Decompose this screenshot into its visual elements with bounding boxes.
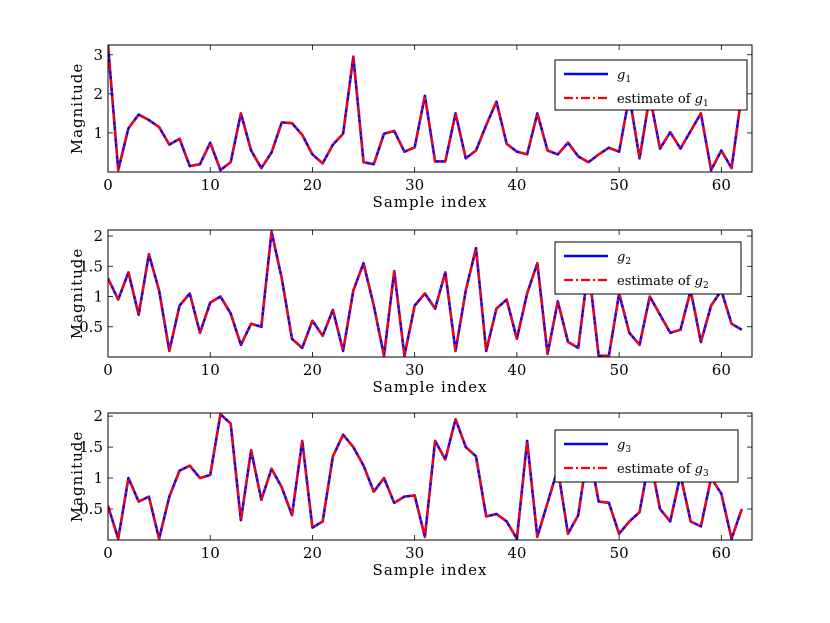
x-tick-label: 10 bbox=[201, 361, 220, 379]
legend-box bbox=[554, 59, 748, 111]
chart-panel-2: 0 10 20 30 40 50 60 0.5 1 1.5 2 Sample index Magnitu… bbox=[68, 227, 753, 396]
legend-box bbox=[554, 429, 739, 483]
x-tick-label: 20 bbox=[303, 361, 322, 379]
y-axis-label: Magnitude bbox=[68, 248, 86, 340]
x-tick-label: 0 bbox=[103, 361, 113, 379]
y-tick-label: 0.5 bbox=[79, 500, 103, 518]
x-tick-label: 50 bbox=[610, 361, 629, 379]
chart-panel-1: 0 10 20 30 40 50 60 1 2 3 Sample index Magnitude g1 e… bbox=[68, 44, 753, 211]
y-tick-label: 1.5 bbox=[79, 257, 103, 275]
y-tick-label: 1 bbox=[93, 469, 103, 487]
x-axis-label: Sample index bbox=[373, 193, 488, 211]
legend-box bbox=[554, 241, 742, 295]
legend-entry: g3 bbox=[617, 438, 631, 455]
x-tick-label: 20 bbox=[303, 176, 322, 194]
x-tick-label: 50 bbox=[610, 176, 629, 194]
x-tick-label: 50 bbox=[610, 544, 629, 562]
x-tick-label: 30 bbox=[405, 544, 424, 562]
y-tick-label: 2 bbox=[93, 85, 103, 103]
chart-panel-3: 0 10 20 30 40 50 60 0.5 1 1.5 2 Sample index Magnitu… bbox=[68, 407, 753, 579]
x-axis-label: Sample index bbox=[373, 378, 488, 396]
legend: g2 estimate of g2 bbox=[554, 241, 742, 295]
plot-frame bbox=[107, 412, 753, 541]
series-line-1-estimate bbox=[108, 45, 743, 172]
x-tick-label: 10 bbox=[201, 176, 220, 194]
y-axis-label: Magnitude bbox=[68, 63, 86, 155]
y-tick-label: 0.5 bbox=[79, 318, 103, 336]
y-tick-label: 1.5 bbox=[79, 438, 103, 456]
y-tick-label: 1 bbox=[93, 124, 103, 142]
legend-entry: g2 bbox=[617, 250, 631, 267]
legend: g1 estimate of g1 bbox=[554, 59, 748, 111]
x-tick-label: 40 bbox=[507, 361, 526, 379]
x-tick-label: 30 bbox=[405, 361, 424, 379]
plot-frame bbox=[107, 44, 753, 173]
x-tick-label: 40 bbox=[507, 544, 526, 562]
series-line-2-estimate bbox=[108, 230, 743, 357]
x-tick-label: 10 bbox=[201, 544, 220, 562]
x-tick-label: 60 bbox=[712, 176, 731, 194]
y-tick-label: 2 bbox=[93, 227, 103, 245]
y-axis-label: Magnitude bbox=[68, 431, 86, 523]
legend-entry: estimate of g1 bbox=[617, 92, 709, 109]
y-tick-label: 2 bbox=[93, 407, 103, 425]
legend-entry: estimate of g2 bbox=[617, 274, 709, 291]
x-tick-label: 30 bbox=[405, 176, 424, 194]
x-tick-label: 60 bbox=[712, 544, 731, 562]
series-line-3-estimate bbox=[108, 413, 743, 540]
plot-frame bbox=[107, 229, 753, 358]
legend-entry: g1 bbox=[617, 68, 631, 85]
y-tick-label: 3 bbox=[93, 46, 103, 64]
x-tick-label: 60 bbox=[712, 361, 731, 379]
x-axis-label: Sample index bbox=[373, 561, 488, 579]
legend-entry: estimate of g3 bbox=[617, 462, 709, 479]
y-tick-label: 1 bbox=[93, 288, 103, 306]
x-tick-label: 0 bbox=[103, 544, 113, 562]
x-tick-label: 0 bbox=[103, 176, 113, 194]
legend: g3 estimate of g3 bbox=[554, 429, 739, 483]
x-tick-label: 20 bbox=[303, 544, 322, 562]
x-tick-label: 40 bbox=[507, 176, 526, 194]
